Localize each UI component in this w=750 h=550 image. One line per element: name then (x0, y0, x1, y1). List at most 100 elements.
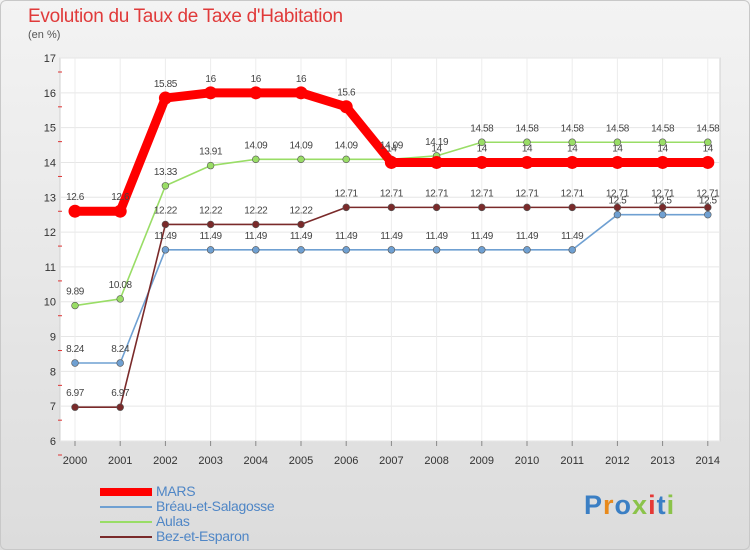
data-label-bez-et-esparon: 12.71 (380, 188, 404, 199)
data-point-breau-et-salagosse (432, 246, 441, 254)
data-label-breau-et-salagosse: 11.49 (471, 231, 494, 242)
legend-label-aulas: Aulas (156, 513, 190, 529)
y-tick-label: 10 (44, 297, 56, 309)
data-label-mars: 14 (477, 143, 488, 154)
data-label-bez-et-esparon: 12.71 (651, 188, 675, 199)
data-label-mars: 15.85 (154, 79, 178, 90)
data-label-aulas: 10.08 (109, 280, 133, 291)
data-point-aulas (613, 138, 622, 146)
data-point-aulas (71, 301, 79, 310)
data-label-breau-et-salagosse: 11.49 (290, 231, 313, 242)
data-label-bez-et-esparon: 12.22 (289, 205, 313, 216)
data-point-bez-et-esparon (704, 203, 712, 212)
data-point-breau-et-salagosse (297, 246, 305, 254)
data-label-breau-et-salagosse: 11.49 (516, 231, 539, 242)
data-label-mars: 15.6 (337, 88, 356, 99)
data-point-mars (113, 204, 127, 218)
logo-letter: i (648, 490, 657, 520)
data-label-aulas: 14.09 (380, 140, 404, 151)
data-point-bez-et-esparon (252, 220, 260, 229)
data-label-bez-et-esparon: 12.71 (335, 188, 359, 199)
data-label-breau-et-salagosse: 11.49 (425, 231, 448, 242)
data-point-aulas (568, 138, 576, 146)
data-point-aulas (342, 155, 350, 164)
data-point-aulas (161, 182, 170, 190)
data-point-mars (475, 155, 489, 169)
data-point-bez-et-esparon (432, 203, 441, 212)
data-label-breau-et-salagosse: 11.49 (199, 231, 222, 242)
y-tick-label: 12 (44, 227, 56, 239)
data-point-mars (701, 155, 715, 169)
data-label-breau-et-salagosse: 8.24 (66, 344, 85, 355)
data-label-breau-et-salagosse: 11.49 (561, 231, 584, 242)
y-tick-label: 6 (50, 436, 56, 448)
legend-item-aulas: Aulas (100, 514, 360, 529)
data-point-mars (68, 204, 82, 218)
data-point-mars (384, 155, 398, 169)
logo-letter: r (603, 490, 615, 520)
logo-letter: o (614, 490, 633, 520)
y-tick-label: 11 (45, 262, 56, 274)
data-label-aulas: 13.33 (154, 167, 178, 178)
data-point-breau-et-salagosse (116, 359, 124, 367)
data-point-breau-et-salagosse (658, 210, 667, 219)
data-point-breau-et-salagosse (342, 246, 350, 254)
data-label-breau-et-salagosse: 11.49 (154, 231, 177, 242)
data-label-aulas: 9.89 (66, 287, 85, 298)
data-point-aulas (206, 161, 215, 170)
data-label-mars: 14 (703, 143, 714, 154)
legend-label-bez-et-esparon: Bez-et-Esparon (156, 528, 250, 544)
data-point-bez-et-esparon (568, 203, 576, 212)
data-label-bez-et-esparon: 12.71 (425, 188, 449, 199)
x-tick-label: 2006 (334, 455, 358, 467)
data-point-aulas (297, 155, 305, 164)
logo-letter: t (656, 490, 667, 520)
data-label-aulas: 14.58 (696, 123, 720, 134)
data-point-breau-et-salagosse (206, 246, 215, 254)
data-label-bez-et-esparon: 12.22 (244, 205, 268, 216)
data-label-mars: 14 (612, 143, 623, 154)
data-point-mars (565, 155, 579, 169)
data-label-mars: 16 (251, 74, 262, 85)
data-label-mars: 12.6 (111, 192, 130, 203)
x-tick-label: 2005 (289, 455, 313, 467)
data-point-aulas (116, 295, 124, 303)
data-label-mars: 16 (296, 74, 307, 85)
data-point-bez-et-esparon (116, 403, 124, 411)
data-label-mars: 14 (657, 143, 668, 154)
x-tick-label: 2007 (379, 455, 403, 467)
legend-swatch-aulas (100, 521, 152, 523)
legend: MARS Bréau-et-Salagosse Aulas Bez-et-Esp… (100, 484, 360, 544)
data-label-bez-et-esparon: 12.71 (606, 188, 630, 199)
data-point-bez-et-esparon (161, 220, 170, 229)
data-label-breau-et-salagosse: 12.5 (654, 196, 673, 207)
y-tick-label: 9 (50, 332, 56, 344)
x-tick-label: 2013 (650, 455, 674, 467)
data-label-layer: 8.24 8.24 11.49 11.49 11.49 11.49 11.49 11.49 11… (66, 74, 720, 399)
logo-letter: i (666, 490, 676, 520)
data-point-mars (339, 100, 353, 114)
data-point-mars (430, 155, 444, 169)
data-point-breau-et-salagosse (478, 246, 486, 254)
data-point-mars (656, 155, 670, 169)
data-point-bez-et-esparon (478, 203, 486, 212)
x-tick-label: 2010 (515, 455, 539, 467)
data-label-mars: 14 (522, 143, 533, 154)
data-label-aulas: 14.09 (289, 140, 313, 151)
data-point-mars (520, 155, 534, 169)
data-label-bez-et-esparon: 6.97 (66, 388, 85, 399)
y-axis-unit-label: (en %) (28, 29, 61, 41)
data-point-breau-et-salagosse (613, 210, 622, 219)
data-point-breau-et-salagosse (568, 246, 576, 254)
proxiti-logo: Proxiti (584, 490, 675, 521)
data-label-mars: 14 (386, 143, 397, 154)
logo-letter: x (632, 490, 649, 520)
y-tick-label: 15 (44, 123, 56, 135)
data-point-breau-et-salagosse (71, 359, 79, 367)
data-label-breau-et-salagosse: 12.5 (608, 196, 627, 207)
logo-letter: P (584, 490, 604, 520)
data-label-aulas: 14.19 (425, 137, 449, 148)
data-label-aulas: 14.58 (651, 123, 675, 134)
data-point-bez-et-esparon (71, 403, 79, 411)
